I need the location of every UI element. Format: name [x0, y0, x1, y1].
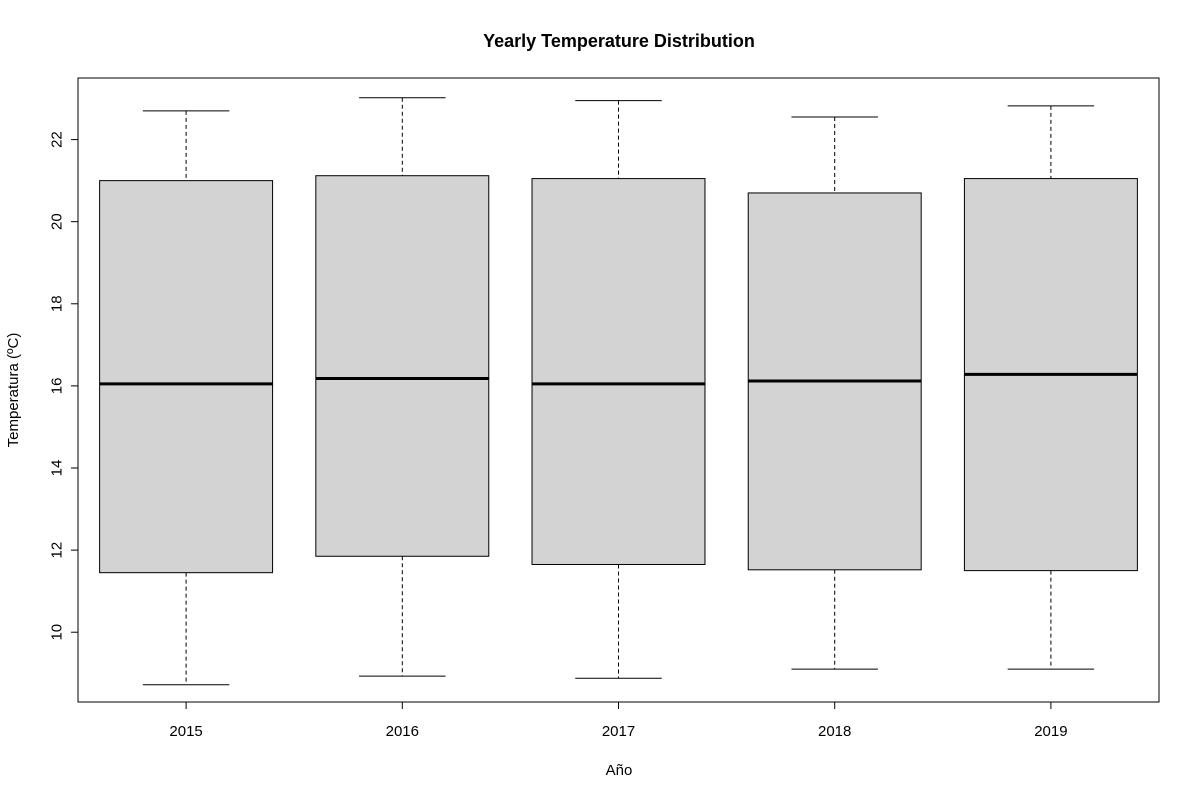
x-axis-label: Año [606, 762, 633, 779]
x-tick-label-2016: 2016 [386, 723, 419, 740]
iqr-box-2017 [531, 178, 706, 565]
box-group-2018 [747, 116, 922, 670]
y-tick-label-12: 12 [48, 542, 65, 559]
box-group-2017 [531, 100, 706, 679]
y-tick-label-14: 14 [48, 460, 65, 477]
x-tick-label-2015: 2015 [169, 723, 202, 740]
y-tick-label-18: 18 [48, 295, 65, 312]
x-axis: 2015 2016 2017 2018 2019 [169, 701, 1068, 740]
chart-title: Yearly Temperature Distribution [483, 31, 755, 51]
y-axis: 10 12 14 16 18 20 22 [48, 131, 79, 641]
y-axis-label: Temperatura (ºC) [5, 333, 22, 448]
y-tick-label-22: 22 [48, 131, 65, 148]
boxes-layer [99, 97, 1138, 686]
iqr-box-2016 [315, 175, 490, 557]
iqr-box-2015 [99, 180, 274, 574]
x-tick-label-2018: 2018 [818, 723, 851, 740]
box-group-2019 [963, 105, 1138, 670]
y-tick-label-16: 16 [48, 378, 65, 395]
x-tick-label-2019: 2019 [1034, 723, 1067, 740]
x-tick-label-2017: 2017 [602, 723, 635, 740]
y-tick-label-20: 20 [48, 213, 65, 230]
y-tick-label-10: 10 [48, 624, 65, 641]
box-group-2015 [99, 110, 274, 686]
box-group-2016 [315, 97, 490, 677]
